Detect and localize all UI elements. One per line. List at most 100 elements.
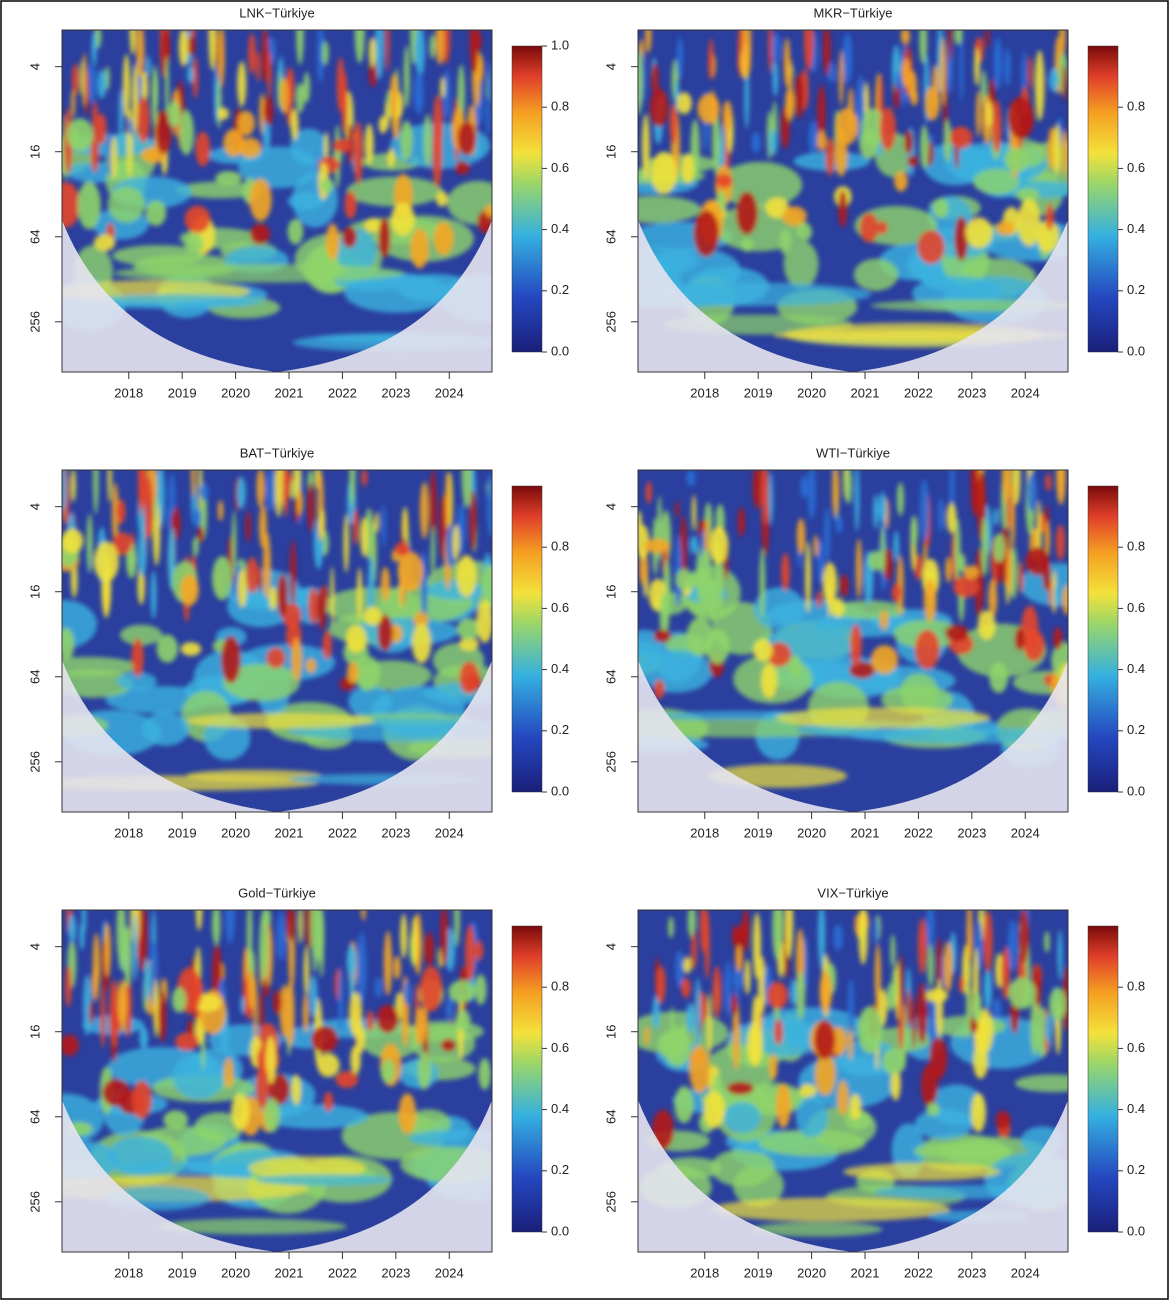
heatmap-streak <box>935 979 944 1038</box>
heatmap-blob <box>783 240 819 289</box>
x-tick-label: 2021 <box>275 385 304 400</box>
heatmap-streak <box>469 489 477 552</box>
heatmap-streak <box>752 470 763 509</box>
x-tick-label: 2021 <box>851 1265 880 1280</box>
heatmap-streak <box>644 1026 650 1046</box>
x-tick-label: 2023 <box>381 1265 410 1280</box>
heatmap-blob <box>735 191 758 235</box>
heatmap-streak <box>429 470 437 542</box>
heatmap-blob <box>344 272 450 313</box>
heatmap-streak <box>645 481 652 504</box>
heatmap-streak <box>845 470 853 505</box>
heatmap-blob <box>640 649 713 693</box>
heatmap-streak <box>445 471 451 533</box>
heatmap-blob <box>949 126 973 149</box>
heatmap-blob <box>925 988 949 1003</box>
heatmap-streak <box>1027 472 1037 513</box>
heatmap-streak <box>440 910 449 967</box>
heatmap-blob <box>156 634 178 663</box>
heatmap-streak <box>259 912 269 981</box>
heatmap-blob <box>184 205 211 233</box>
heatmap-streak <box>64 965 72 1008</box>
heatmap-blob <box>674 1086 694 1124</box>
heatmap-blob <box>767 642 792 667</box>
heatmap-streak <box>896 482 904 517</box>
heatmap-streak <box>1062 129 1068 177</box>
heatmap-streak <box>430 526 436 581</box>
heatmap-blob <box>923 579 937 622</box>
y-tick-label: 16 <box>27 1024 42 1038</box>
heatmap-blob <box>194 1112 244 1143</box>
heatmap-streak <box>742 30 752 77</box>
heatmap-streak <box>675 950 684 988</box>
heatmap-blob <box>474 974 487 1005</box>
heatmap-streak <box>486 472 492 538</box>
heatmap-blob <box>137 96 150 143</box>
heatmap-blob <box>131 1080 152 1120</box>
heatmap-streak <box>691 494 697 532</box>
heatmap-streak <box>103 922 111 977</box>
y-tick-label: 64 <box>27 670 42 684</box>
heatmap-blob <box>459 661 480 694</box>
heatmap-streak <box>752 912 762 980</box>
heatmap-streak <box>966 923 973 962</box>
y-tick-label: 16 <box>603 1024 618 1038</box>
heatmap-blob <box>970 1092 987 1133</box>
heatmap-blob <box>440 1038 457 1052</box>
heatmap-streak <box>276 911 286 962</box>
heatmap-blob <box>656 965 666 1004</box>
heatmap-streak <box>393 955 401 980</box>
heatmap <box>62 910 492 1252</box>
heatmap-streak <box>192 56 199 99</box>
heatmap-streak <box>874 943 881 1010</box>
heatmap-blob <box>653 629 672 643</box>
heatmap-blob <box>320 178 334 193</box>
heatmap-blob <box>435 191 448 207</box>
heatmap-blob <box>350 1045 361 1075</box>
heatmap-streak <box>385 30 390 72</box>
heatmap-blob <box>400 120 413 161</box>
colorbar-tick-label: 0.2 <box>551 722 569 737</box>
heatmap-blob <box>433 221 454 256</box>
heatmap-streak <box>974 47 980 87</box>
heatmap-streak <box>1010 483 1016 550</box>
heatmap-blob <box>62 669 134 698</box>
heatmap-streak <box>686 470 696 487</box>
heatmap-streak <box>676 36 684 79</box>
heatmap-blob <box>481 564 492 610</box>
heatmap-streak <box>959 34 964 103</box>
heatmap-blob <box>814 1053 836 1096</box>
heatmap-streak <box>357 932 367 1003</box>
heatmap-blob <box>717 161 803 208</box>
heatmap-blob <box>62 528 84 554</box>
heatmap-blob <box>904 130 914 155</box>
heatmap-blob <box>457 121 477 156</box>
heatmap-streak <box>823 507 831 562</box>
heatmap-blob <box>870 645 899 674</box>
colorbar-tick-label: 0.4 <box>551 661 569 676</box>
heatmap-blob <box>891 582 902 603</box>
heatmap-streak <box>835 516 843 534</box>
heatmap-blob <box>377 614 393 652</box>
heatmap-streak <box>732 999 740 1071</box>
heatmap-streak <box>411 916 418 964</box>
heatmap-blob <box>899 673 939 712</box>
heatmap-band <box>775 707 991 729</box>
heatmap-blob <box>116 672 157 691</box>
heatmap-blob <box>1014 1074 1068 1093</box>
heatmap-blob <box>102 1078 131 1107</box>
heatmap-streak <box>82 53 87 108</box>
colorbar-tick-label: 0.4 <box>1127 661 1145 676</box>
cone-of-influence <box>638 220 1068 372</box>
heatmap-streak <box>303 71 310 103</box>
heatmap-streak <box>105 65 110 91</box>
heatmap-blob <box>322 630 332 660</box>
heatmap-blob <box>722 100 733 131</box>
heatmap-streak <box>1044 931 1050 953</box>
heatmap-blob <box>963 565 980 579</box>
heatmap-blob <box>894 171 908 192</box>
heatmap-streak <box>974 548 984 618</box>
heatmap-streak <box>307 482 315 532</box>
heatmap-streak <box>1004 47 1011 87</box>
heatmap-band <box>186 712 375 729</box>
